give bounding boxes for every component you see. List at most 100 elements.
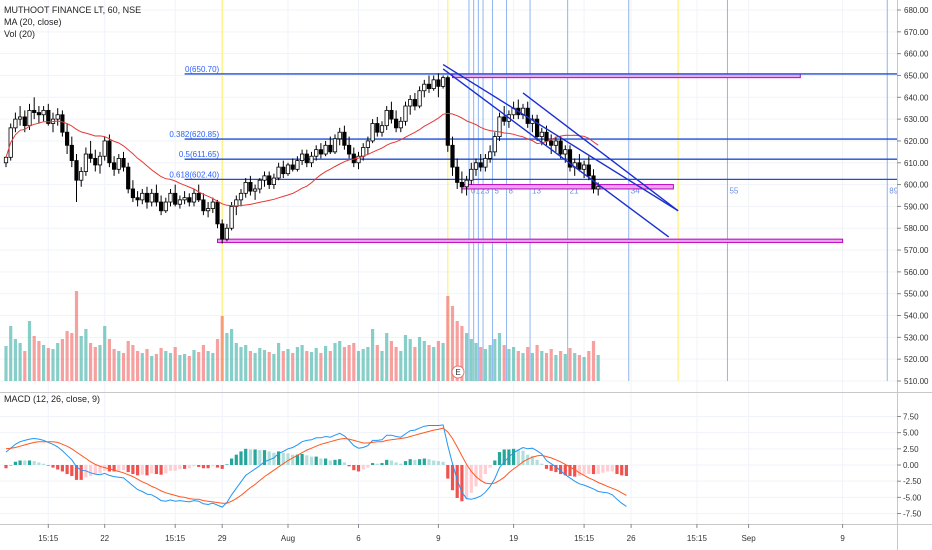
symbol-legend[interactable]: MUTHOOT FINANCE LT, 60, NSE: [4, 5, 141, 15]
fib-time-number: 3: [485, 186, 490, 195]
fib-time-number: 13: [532, 186, 541, 195]
candle-body: [563, 149, 568, 155]
macd-histogram-bar: [18, 460, 22, 465]
price-tick-label: 510.00: [904, 377, 929, 386]
macd-histogram-bar: [56, 465, 60, 470]
macd-histogram-bar: [361, 465, 365, 470]
ma-legend[interactable]: MA (20, close): [4, 17, 62, 27]
macd-histogram-bar: [375, 463, 379, 465]
macd-histogram-bar: [164, 465, 168, 474]
channel-line: [442, 63, 679, 212]
volume-bar: [121, 353, 126, 381]
macd-histogram-bar: [385, 459, 389, 465]
candle-body: [41, 109, 46, 116]
price-axis[interactable]: 680.00 670.00 660.00 650.00 640.00 630.00 620.…: [897, 6, 929, 386]
volume-bar: [441, 343, 445, 381]
candle-body: [361, 147, 366, 157]
volume-bar: [79, 336, 83, 381]
candle-body: [60, 114, 65, 133]
volume-bar: [9, 326, 13, 381]
macd-tick-label: 0.00: [903, 461, 919, 470]
volume-bar: [333, 343, 337, 381]
price-tick-label: 640.00: [904, 93, 929, 102]
volume-bar: [89, 343, 93, 381]
volume-bar: [60, 339, 64, 381]
macd-histogram-bar: [497, 452, 502, 465]
price-tick-label: 610.00: [904, 159, 929, 168]
time-axis[interactable]: 15:15 22 15:15 29 Aug 6 9 19 15:15 26 15:15 Sep 9: [38, 524, 845, 543]
macd-legend[interactable]: MACD (12, 26, close, 9): [4, 394, 100, 404]
macd-histogram-bar: [305, 455, 309, 465]
candle-body: [285, 164, 291, 175]
volume-bar: [42, 345, 46, 381]
candle-body: [93, 157, 98, 166]
candle-body: [140, 192, 145, 201]
volume-bar: [375, 345, 379, 381]
macd-histogram-bar: [450, 465, 455, 491]
macd-histogram-bar: [192, 465, 196, 467]
fib-time-zones: 0123581321345589: [221, 0, 899, 381]
candle-body: [314, 149, 319, 157]
volume-bar: [305, 351, 309, 381]
macd-histogram-bar: [422, 458, 426, 465]
volume-bar: [23, 351, 27, 381]
fib-time-number: 5: [494, 186, 499, 195]
candle-body: [440, 77, 446, 87]
macd-histogram-bar: [413, 459, 417, 465]
volume-bar: [347, 345, 351, 381]
volume-bar: [215, 339, 220, 381]
volume-bar: [136, 351, 140, 381]
candle-body: [243, 182, 248, 194]
candle-body: [102, 140, 107, 157]
macd-histogram-bar: [591, 465, 596, 475]
macd-histogram-bar: [295, 454, 299, 465]
candle-body: [379, 125, 385, 133]
macd-histogram-bar: [211, 465, 215, 467]
candle-body: [356, 155, 361, 164]
time-tick-label: 15:15: [38, 534, 59, 543]
macd-histogram-bar: [563, 465, 567, 476]
volume-bar: [56, 343, 60, 381]
candle-body: [544, 131, 549, 142]
volume-bar: [418, 337, 422, 381]
time-tick-label: 22: [100, 534, 109, 543]
macd-axis[interactable]: 7.50 5.00 2.50 0.00 -2.50 -5.00 -7.50: [897, 412, 922, 519]
macd-histogram-bar: [98, 465, 102, 474]
candle-body: [121, 157, 126, 168]
macd-histogram-bar: [46, 465, 50, 466]
candle-body: [126, 166, 131, 190]
macd-histogram-bar: [220, 465, 224, 469]
volume-bar: [126, 341, 130, 381]
volume-bar: [526, 347, 530, 381]
time-tick-label: Aug: [281, 534, 295, 543]
candle-body: [257, 179, 262, 190]
volume-bar: [291, 353, 295, 381]
candle-body: [13, 118, 18, 129]
ma-20-line: [5, 112, 599, 207]
volume-bar: [112, 349, 116, 381]
candle-body: [173, 192, 178, 205]
candle-body: [389, 109, 394, 120]
volume-bar: [540, 351, 544, 381]
macd-histogram-bar: [70, 465, 74, 476]
volume-bar: [385, 333, 389, 381]
macd-histogram-bar: [225, 464, 229, 465]
macd-histogram-bar: [277, 451, 281, 465]
macd-histogram-bar: [516, 449, 520, 465]
volume-bar: [596, 355, 600, 381]
macd-histogram-bar: [338, 459, 342, 465]
volume-bar: [530, 353, 534, 381]
volume-bar: [281, 351, 285, 381]
macd-histogram-bar: [60, 465, 64, 472]
candle-body: [224, 227, 229, 240]
earnings-marker[interactable]: E: [451, 365, 465, 379]
vol-legend[interactable]: Vol (20): [4, 29, 35, 39]
candle-body: [323, 144, 328, 155]
candle-body: [177, 199, 182, 205]
candle-body: [276, 166, 281, 179]
volume-bar: [559, 351, 563, 381]
candle-body: [337, 131, 342, 140]
candle-body: [342, 131, 347, 146]
macd-histogram-bar: [587, 465, 591, 475]
macd-histogram-bar: [408, 459, 412, 465]
